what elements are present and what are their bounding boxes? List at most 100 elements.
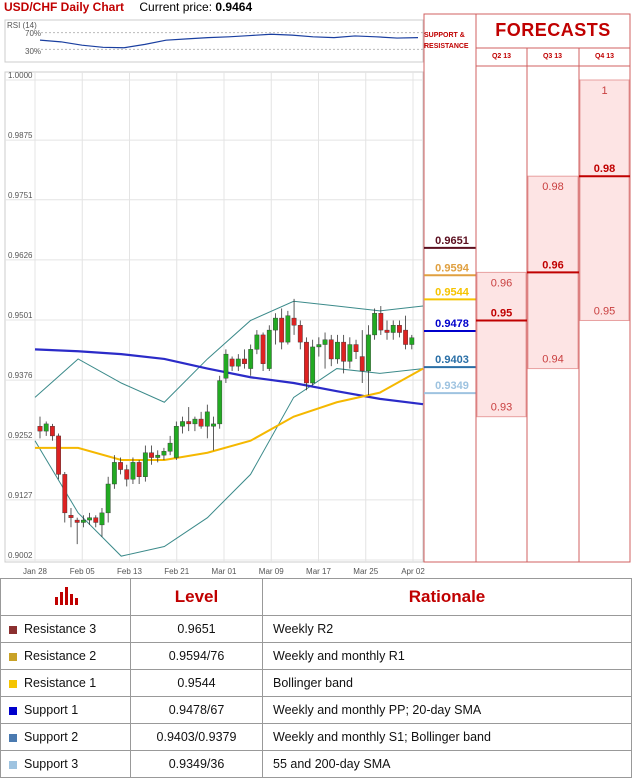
candle-body (155, 454, 161, 458)
table-row: Support 3 0.9349/36 55 and 200-day SMA (0, 750, 632, 778)
x-tick-label: Jan 28 (23, 567, 48, 576)
price-panel (4, 71, 424, 563)
row-level: 0.9478/67 (130, 696, 263, 724)
candle-body (285, 315, 291, 343)
support-resistance-header: SUPPORT & RESISTANCE (424, 32, 469, 50)
forecast-high-value: 0.96 (491, 277, 512, 289)
candle-body (87, 517, 92, 521)
row-rationale: Weekly and monthly PP; 20-day SMA (262, 696, 632, 724)
candle-body (254, 334, 260, 350)
candle-body (217, 380, 223, 425)
chart-header: USD/CHF Daily Chart Current price: 0.946… (4, 0, 252, 16)
candle-body (62, 474, 68, 514)
forecast-low-value: 0.95 (594, 305, 615, 317)
x-tick-label: Mar 09 (259, 567, 284, 576)
x-tick-label: Mar 01 (212, 567, 237, 576)
candle-body (353, 344, 359, 352)
row-name: Support 1 (24, 703, 79, 717)
candle-body (93, 517, 99, 523)
candle-body (328, 339, 334, 360)
candle-body (279, 317, 285, 343)
candle-body (260, 334, 266, 364)
row-name: Resistance 1 (24, 676, 97, 690)
table-row: Support 2 0.9403/0.9379 Weekly and month… (0, 723, 632, 751)
forecast-mid-value: 0.98 (594, 163, 615, 175)
candle-body (409, 337, 415, 345)
y-tick-label: 0.9501 (8, 311, 33, 320)
table-row: Resistance 3 0.9651 Weekly R2 (0, 615, 632, 643)
sma55-line (35, 367, 424, 461)
sr-level-label: 0.9478 (435, 318, 469, 330)
candle-body (37, 426, 43, 432)
row-level: 0.9651 (130, 615, 263, 643)
rationale-header: Rationale (262, 578, 632, 616)
candle-body (211, 423, 216, 427)
table-row: Support 1 0.9478/67 Weekly and monthly P… (0, 696, 632, 724)
color-swatch (9, 760, 17, 769)
candle-body (124, 469, 130, 480)
x-tick-label: Feb 13 (117, 567, 142, 576)
forecast-low-value: 0.93 (491, 402, 512, 414)
rsi-lower-label: 30% (25, 47, 41, 56)
table-header-row: Level Rationale (0, 578, 632, 616)
quarter-q3-label: Q3 13 (542, 53, 563, 60)
candle-body (223, 353, 229, 379)
forecast-high-value: 0.98 (542, 181, 563, 193)
quarter-q2-label: Q2 13 (491, 53, 512, 60)
y-tick-label: 0.9376 (8, 371, 33, 380)
color-swatch (9, 733, 17, 742)
candle-body (384, 329, 390, 333)
candle-body (341, 341, 347, 362)
candle-body (235, 358, 241, 367)
candle-body (56, 435, 61, 475)
forecast-range-box (579, 79, 630, 321)
candle-body (192, 418, 198, 425)
table-row: Resistance 1 0.9544 Bollinger band (0, 669, 632, 697)
candle-body (130, 462, 136, 480)
sr-level-label: 0.9349 (435, 380, 469, 392)
candle-body (204, 411, 210, 427)
row-level: 0.9594/76 (130, 642, 263, 670)
y-tick-label: 0.9875 (8, 131, 33, 140)
candle-body (347, 344, 353, 362)
forecasts-title: FORECASTS (495, 20, 611, 40)
candle-body (180, 421, 185, 427)
row-rationale: Bollinger band (262, 669, 632, 697)
x-tick-label: Apr 02 (401, 567, 425, 576)
row-name: Support 2 (24, 730, 79, 744)
rsi-label: RSI (14) (7, 21, 37, 30)
candle-body (403, 329, 409, 345)
rsi-upper-label: 70% (25, 29, 41, 38)
candle-body (49, 426, 55, 437)
bollinger-lower-line (34, 368, 424, 557)
color-swatch (9, 706, 17, 715)
y-tick-label: 0.9751 (8, 191, 33, 200)
quarter-q4-label: Q4 13 (594, 53, 615, 60)
color-swatch (9, 652, 17, 661)
sma200-line (34, 348, 424, 406)
candle-body (335, 341, 340, 360)
forecast-mid-value: 0.95 (491, 307, 512, 319)
candle-body (173, 426, 179, 458)
forecast-low-value: 0.94 (542, 354, 563, 366)
row-name: Resistance 2 (24, 649, 97, 663)
candle-body (105, 483, 111, 514)
candle-body (118, 462, 123, 470)
sr-column (423, 13, 477, 563)
candle-body (291, 317, 297, 326)
x-tick-label: Feb 21 (164, 567, 189, 576)
candle-body (366, 334, 371, 372)
sr-level-label: 0.9544 (435, 286, 470, 298)
y-tick-label: 0.9002 (8, 551, 33, 560)
row-level: 0.9403/0.9379 (130, 723, 263, 751)
table-row: Resistance 2 0.9594/76 Weekly and monthl… (0, 642, 632, 670)
candle-body (372, 313, 378, 336)
candle-body (74, 519, 80, 523)
forecast-range-box (476, 271, 527, 418)
candle-body (149, 452, 154, 458)
candle-body (80, 519, 86, 523)
row-rationale: Weekly R2 (262, 615, 632, 643)
y-tick-label: 0.9252 (8, 431, 33, 440)
candle-body (142, 452, 148, 477)
candle-body (136, 462, 142, 477)
